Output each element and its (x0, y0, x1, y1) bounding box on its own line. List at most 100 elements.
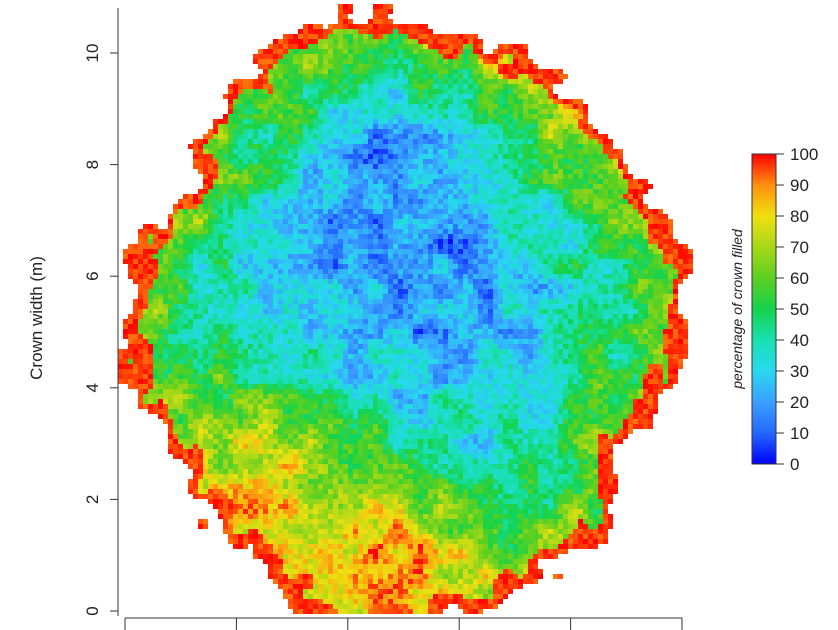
heatmap-cell (488, 234, 493, 239)
heatmap-cell (453, 39, 458, 44)
heatmap-cell (358, 144, 363, 149)
heatmap-cell (473, 239, 478, 244)
heatmap-cell (273, 49, 278, 54)
heatmap-cell (423, 184, 428, 189)
heatmap-cell (368, 124, 373, 129)
heatmap-cell (433, 84, 438, 89)
heatmap-cell (308, 214, 313, 219)
heatmap-cell (478, 114, 483, 119)
heatmap-cell (463, 134, 468, 139)
heatmap-cell (348, 164, 353, 169)
heatmap-cell (383, 294, 388, 299)
heatmap-cell (303, 184, 308, 189)
heatmap-cell (588, 184, 593, 189)
heatmap-cell (533, 194, 538, 199)
heatmap-cell (263, 114, 268, 119)
heatmap-cell (403, 259, 408, 264)
heatmap-cell (273, 259, 278, 264)
heatmap-cell (478, 99, 483, 104)
heatmap-cell (533, 274, 538, 279)
heatmap-cell (368, 164, 373, 169)
heatmap-cell (623, 269, 628, 274)
heatmap-cell (408, 64, 413, 69)
heatmap-cell (543, 89, 548, 94)
heatmap-cell (373, 129, 378, 134)
heatmap-cell (438, 274, 443, 279)
heatmap-cell (573, 284, 578, 289)
heatmap-cell (273, 294, 278, 299)
heatmap-cell (173, 219, 178, 224)
heatmap-cell (638, 204, 643, 209)
heatmap-cell (258, 284, 263, 289)
heatmap-cell (538, 259, 543, 264)
heatmap-cell (473, 174, 478, 179)
heatmap-cell (253, 209, 258, 214)
heatmap-cell (288, 124, 293, 129)
heatmap-cell (423, 304, 428, 309)
heatmap-cell (363, 134, 368, 139)
heatmap-cell (433, 264, 438, 269)
heatmap-cell (303, 164, 308, 169)
heatmap-cell (318, 134, 323, 139)
heatmap-cell (423, 29, 428, 34)
heatmap-cell (248, 139, 253, 144)
heatmap-cell (268, 189, 273, 194)
heatmap-cell (513, 219, 518, 224)
heatmap-cell (503, 104, 508, 109)
heatmap-cell (208, 134, 213, 139)
heatmap-cell (523, 249, 528, 254)
heatmap-cell (593, 209, 598, 214)
heatmap-cell (558, 284, 563, 289)
heatmap-cell (458, 64, 463, 69)
heatmap-cell (403, 174, 408, 179)
heatmap-cell (138, 249, 143, 254)
heatmap-cell (193, 254, 198, 259)
heatmap-cell (523, 149, 528, 154)
heatmap-cell (308, 234, 313, 239)
heatmap-cell (478, 224, 483, 229)
heatmap-cell (328, 234, 333, 239)
heatmap-cell (513, 249, 518, 254)
heatmap-cell (343, 94, 348, 99)
heatmap-cell (488, 144, 493, 149)
heatmap-cell (593, 184, 598, 189)
heatmap-cell (233, 234, 238, 239)
heatmap-cell (193, 314, 198, 319)
heatmap-cell (518, 129, 523, 134)
heatmap-cell (383, 9, 388, 14)
heatmap-cell (353, 289, 358, 294)
heatmap-cell (233, 219, 238, 224)
heatmap-cell (293, 204, 298, 209)
heatmap-cell (373, 134, 378, 139)
heatmap-cell (223, 284, 228, 289)
heatmap-cell (603, 229, 608, 234)
heatmap-cell (633, 304, 638, 309)
heatmap-cell (498, 154, 503, 159)
heatmap-cell (333, 129, 338, 134)
heatmap-cell (648, 244, 653, 249)
heatmap-cell (633, 279, 638, 284)
heatmap-cell (418, 164, 423, 169)
heatmap-cell (313, 269, 318, 274)
heatmap-cell (318, 189, 323, 194)
heatmap-cell (468, 234, 473, 239)
heatmap-cell (173, 274, 178, 279)
heatmap-cell (448, 54, 453, 59)
heatmap-cell (288, 34, 293, 39)
heatmap-cell (573, 209, 578, 214)
heatmap-cell (628, 239, 633, 244)
heatmap-cell (383, 264, 388, 269)
heatmap-cell (653, 219, 658, 224)
heatmap-cell (533, 109, 538, 114)
heatmap-cell (358, 44, 363, 49)
heatmap-cell (488, 179, 493, 184)
heatmap-cell (513, 144, 518, 149)
heatmap-cell (633, 184, 638, 189)
heatmap-cell (498, 234, 503, 239)
heatmap-cell (523, 254, 528, 259)
heatmap-cell (428, 174, 433, 179)
heatmap-cell (233, 294, 238, 299)
heatmap-cell (473, 209, 478, 214)
heatmap-cell (493, 79, 498, 84)
heatmap-cell (463, 274, 468, 279)
